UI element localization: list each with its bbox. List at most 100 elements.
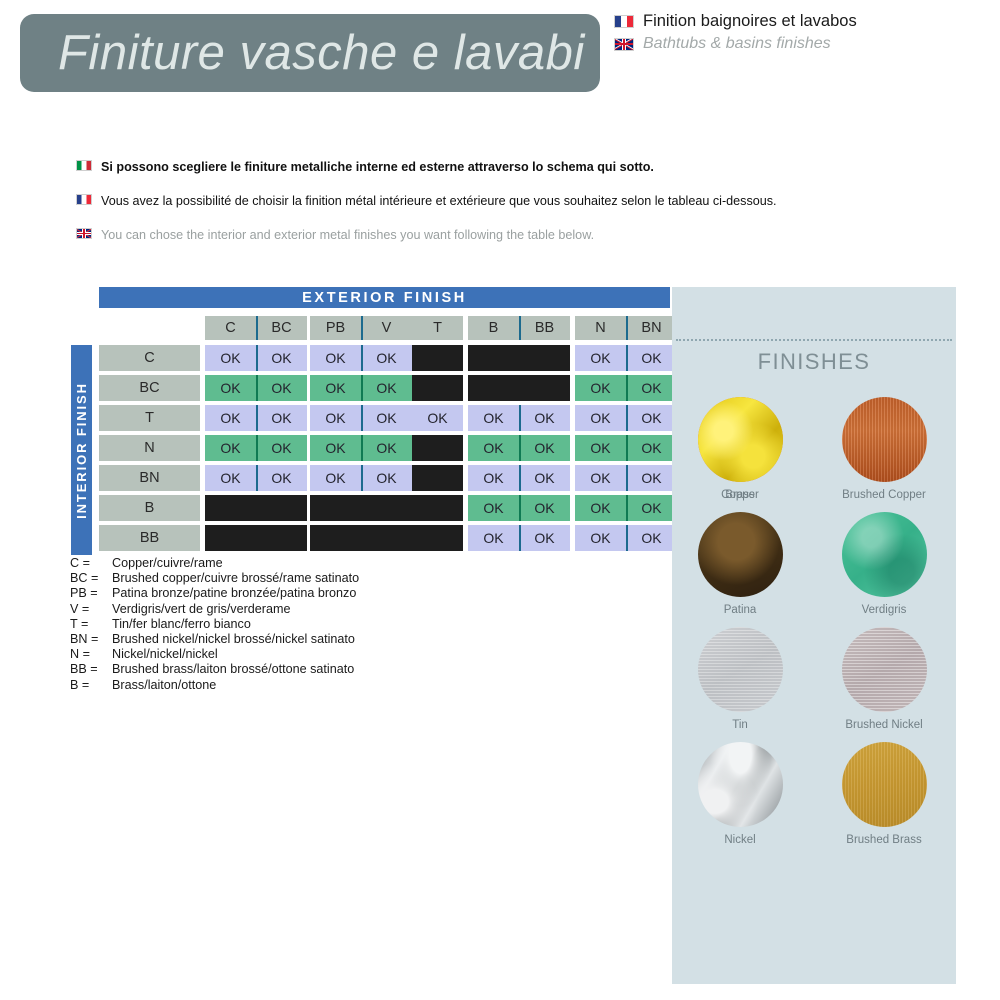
matrix-cell-b-t[interactable] [412, 495, 463, 521]
matrix-cell-n-v[interactable]: OK [361, 435, 412, 461]
matrix-cell-t-t[interactable]: OK [412, 405, 463, 431]
matrix-cell-b-pb[interactable] [310, 495, 361, 521]
matrix-cell-bb-bc[interactable] [256, 525, 307, 551]
matrix-cell-bc-b[interactable] [468, 375, 519, 401]
interior-finish-header-label: INTERIOR FINISH [74, 381, 89, 519]
matrix-row-header-bn: BN [99, 465, 200, 491]
finish-swatch-label: Verdigris [861, 604, 907, 616]
matrix-cell-bb-bn[interactable]: OK [626, 525, 677, 551]
matrix-cell-t-c[interactable]: OK [205, 405, 256, 431]
matrix-cell-divider [519, 405, 521, 431]
matrix-cell-bb-n[interactable]: OK [575, 525, 626, 551]
matrix-cell-bn-b[interactable]: OK [468, 465, 519, 491]
legend-row: C = Copper/cuivre/rame [70, 556, 359, 571]
matrix-cell-divider [256, 465, 258, 491]
matrix-cell-bn-t[interactable] [412, 465, 463, 491]
matrix-cell-bb-bb[interactable]: OK [519, 525, 570, 551]
matrix-cell-bc-bb[interactable] [519, 375, 570, 401]
matrix-cell-bn-bc[interactable]: OK [256, 465, 307, 491]
matrix-column-header-bc: BC [256, 316, 307, 340]
matrix-cell-bc-pb[interactable]: OK [310, 375, 361, 401]
matrix-cell-divider [519, 525, 521, 551]
matrix-cell-b-b[interactable]: OK [468, 495, 519, 521]
matrix-cell-c-v[interactable]: OK [361, 345, 412, 371]
legend-key: BC = [70, 571, 99, 586]
matrix-cell-n-bn[interactable]: OK [626, 435, 677, 461]
matrix-cell-divider [361, 405, 363, 431]
matrix-cell-bb-v[interactable] [361, 525, 412, 551]
matrix-cell-divider [626, 405, 628, 431]
matrix-cell-bb-b[interactable]: OK [468, 525, 519, 551]
legend-row: BC = Brushed copper/cuivre brossé/rame sa… [70, 571, 359, 586]
matrix-cell-n-c[interactable]: OK [205, 435, 256, 461]
matrix-cell-t-v[interactable]: OK [361, 405, 412, 431]
legend-row: T = Tin/fer blanc/ferro bianco [70, 617, 359, 632]
matrix-cell-bc-bn[interactable]: OK [626, 375, 677, 401]
matrix-cell-bb-t[interactable] [412, 525, 463, 551]
matrix-column-header-pb: PB [310, 316, 361, 340]
legend-key: C = [70, 556, 90, 570]
legend-value: Brushed copper/cuivre brossé/rame satina… [112, 571, 360, 586]
matrix-cell-bn-bn[interactable]: OK [626, 465, 677, 491]
matrix-cell-bc-bc[interactable]: OK [256, 375, 307, 401]
matrix-cell-bn-pb[interactable]: OK [310, 465, 361, 491]
matrix-cell-bc-n[interactable]: OK [575, 375, 626, 401]
matrix-cell-divider [519, 495, 521, 521]
matrix-cell-b-c[interactable] [205, 495, 256, 521]
matrix-cell-t-bn[interactable]: OK [626, 405, 677, 431]
legend-value: Verdigris/vert de gris/verderame [112, 601, 291, 616]
finish-swatch-item[interactable]: Brushed Nickel [819, 627, 949, 731]
matrix-cell-n-b[interactable]: OK [468, 435, 519, 461]
matrix-cell-bn-bb[interactable]: OK [519, 465, 570, 491]
matrix-cell-n-t[interactable] [412, 435, 463, 461]
finish-swatch-item[interactable]: Brushed Copper [819, 397, 949, 501]
matrix-cell-bb-pb[interactable] [310, 525, 361, 551]
finish-swatch-brushed-copper-icon [841, 397, 927, 482]
matrix-cell-c-c[interactable]: OK [205, 345, 256, 371]
matrix-cell-t-bc[interactable]: OK [256, 405, 307, 431]
legend-value: Brushed nickel/nickel brossé/nickel sati… [112, 632, 355, 647]
matrix-cell-divider [361, 465, 363, 491]
intro-text-fr: Vous avez la possibilité de choisir la f… [101, 194, 777, 208]
finish-swatch-item[interactable]: Brass [675, 397, 805, 501]
matrix-column-header-bn: BN [626, 316, 677, 340]
matrix-cell-bn-n[interactable]: OK [575, 465, 626, 491]
matrix-column-header-c: C [205, 316, 256, 340]
matrix-cell-b-n[interactable]: OK [575, 495, 626, 521]
matrix-cell-t-n[interactable]: OK [575, 405, 626, 431]
finish-swatch-item[interactable]: Brushed Brass [819, 742, 949, 846]
matrix-cell-c-bn[interactable]: OK [626, 345, 677, 371]
finish-swatch-item[interactable]: Patina [675, 512, 805, 616]
flag-uk-icon [76, 228, 92, 239]
matrix-cell-n-bb[interactable]: OK [519, 435, 570, 461]
matrix-row-header-b: B [99, 495, 200, 521]
matrix-cell-t-bb[interactable]: OK [519, 405, 570, 431]
matrix-cell-n-n[interactable]: OK [575, 435, 626, 461]
matrix-cell-c-n[interactable]: OK [575, 345, 626, 371]
matrix-cell-t-pb[interactable]: OK [310, 405, 361, 431]
matrix-cell-t-b[interactable]: OK [468, 405, 519, 431]
matrix-cell-n-bc[interactable]: OK [256, 435, 307, 461]
matrix-cell-bn-c[interactable]: OK [205, 465, 256, 491]
finish-swatch-item[interactable]: Nickel [675, 742, 805, 846]
matrix-cell-c-bb[interactable] [519, 345, 570, 371]
matrix-cell-bc-c[interactable]: OK [205, 375, 256, 401]
matrix-cell-b-bn[interactable]: OK [626, 495, 677, 521]
matrix-cell-b-bc[interactable] [256, 495, 307, 521]
matrix-cell-c-b[interactable] [468, 345, 519, 371]
finish-swatch-item[interactable]: Tin [675, 627, 805, 731]
matrix-cell-n-pb[interactable]: OK [310, 435, 361, 461]
matrix-cell-b-bb[interactable]: OK [519, 495, 570, 521]
matrix-cell-bc-t[interactable] [412, 375, 463, 401]
matrix-cell-c-bc[interactable]: OK [256, 345, 307, 371]
matrix-cell-bc-v[interactable]: OK [361, 375, 412, 401]
matrix-column-header-t: T [412, 316, 463, 340]
matrix-cell-divider [626, 495, 628, 521]
finish-swatch-item[interactable]: Verdigris [819, 512, 949, 616]
matrix-cell-bn-v[interactable]: OK [361, 465, 412, 491]
matrix-cell-bb-c[interactable] [205, 525, 256, 551]
matrix-cell-c-t[interactable] [412, 345, 463, 371]
matrix-header-divider [519, 316, 521, 340]
matrix-cell-b-v[interactable] [361, 495, 412, 521]
matrix-cell-c-pb[interactable]: OK [310, 345, 361, 371]
